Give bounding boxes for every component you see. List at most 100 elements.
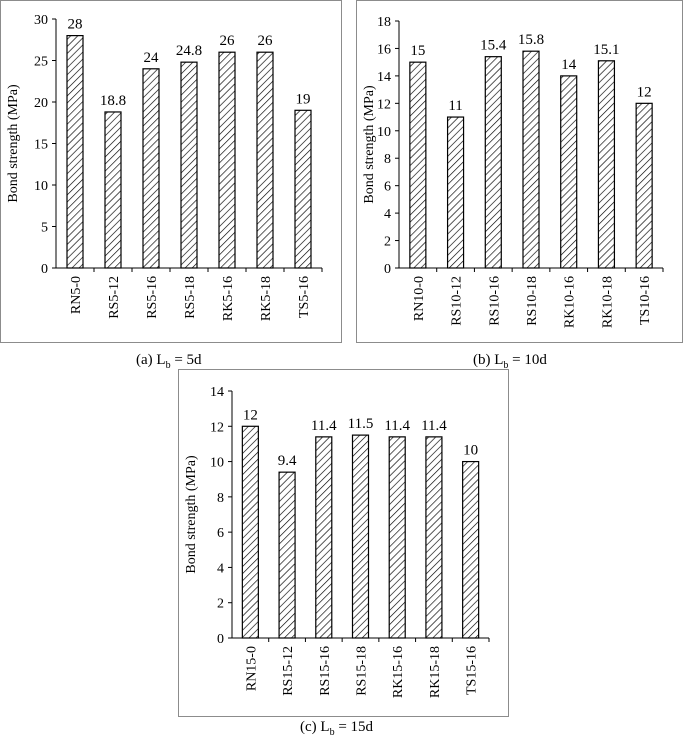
y-axis-label: Bond strength (MPa) — [184, 455, 199, 574]
bar-RS15-16 — [315, 436, 333, 639]
y-tick-label: 4 — [384, 207, 391, 222]
y-tick-label: 2 — [217, 597, 224, 612]
data-label-TS15-16: 10 — [463, 443, 478, 459]
category-label-RS10-12: RS10-12 — [450, 276, 465, 326]
y-tick-label: 12 — [377, 97, 391, 112]
data-label-RS15-18: 11.5 — [348, 416, 374, 432]
data-label-RN5-0: 28 — [68, 17, 83, 33]
category-label-TS15-16: TS15-16 — [465, 646, 480, 695]
data-label-RN15-0: 12 — [243, 407, 258, 423]
category-label-RS5-12: RS5-12 — [107, 276, 122, 319]
y-tick-label: 5 — [41, 221, 48, 236]
y-tick-label: 4 — [217, 561, 224, 576]
category-label-TS5-16: TS5-16 — [297, 276, 312, 318]
category-label-RK10-18: RK10-18 — [600, 276, 615, 328]
chart-frame — [0, 0, 342, 343]
bar-RK15-16 — [388, 436, 406, 639]
bar-RS5-18 — [180, 61, 198, 269]
y-tick-label: 0 — [217, 632, 224, 647]
bar-RS15-12 — [278, 471, 296, 639]
bar-RK10-16 — [560, 75, 578, 269]
category-label-RK10-16: RK10-16 — [563, 276, 578, 328]
data-label-RS10-12: 11 — [448, 98, 462, 114]
y-tick-label: 16 — [377, 42, 391, 57]
bar-RS5-12 — [104, 111, 122, 269]
bar-TS5-16 — [294, 109, 312, 269]
data-label-RN10-0: 15 — [410, 43, 425, 59]
category-label-TS10-16: TS10-16 — [638, 276, 653, 325]
caption-a: (a) Lb = 5d — [136, 352, 202, 371]
data-label-RS15-12: 9.4 — [278, 453, 297, 469]
data-label-RK5-16: 26 — [220, 33, 236, 49]
y-tick-label: 14 — [377, 70, 391, 85]
bar-TS15-16 — [462, 460, 480, 639]
chart-frame — [178, 369, 509, 717]
y-tick-label: 2 — [384, 235, 391, 250]
data-label-RK15-16: 11.4 — [384, 418, 410, 434]
y-tick-label: 8 — [384, 152, 391, 167]
category-label-RS15-12: RS15-12 — [281, 646, 296, 696]
y-tick-label: 8 — [217, 491, 224, 506]
chart-frame — [356, 0, 683, 343]
bar-RN5-0 — [66, 34, 84, 269]
category-label-RN15-0: RN15-0 — [244, 646, 259, 691]
y-tick-label: 15 — [34, 138, 48, 153]
bar-RN10-0 — [409, 61, 427, 269]
data-label-RK10-16: 14 — [561, 57, 577, 73]
y-tick-label: 10 — [377, 125, 391, 140]
y-tick-label: 10 — [34, 179, 48, 194]
y-tick-label: 6 — [217, 526, 224, 541]
y-tick-label: 6 — [384, 180, 391, 195]
bar-RK15-18 — [425, 436, 443, 639]
category-label-RK15-16: RK15-16 — [391, 646, 406, 698]
category-label-RK15-18: RK15-18 — [428, 646, 443, 698]
category-label-RS15-16: RS15-16 — [318, 646, 333, 696]
y-tick-label: 12 — [210, 420, 224, 435]
bar-TS10-16 — [635, 102, 653, 269]
data-label-RS5-16: 24 — [144, 50, 160, 66]
chart-c: 0 2 4 6 8 10 12 14 Bond strength (MPa) 12 RN15-0 9.… — [178, 369, 509, 717]
y-tick-label: 25 — [34, 55, 48, 70]
data-label-RS10-18: 15.8 — [518, 32, 544, 48]
data-label-RS10-16: 15.4 — [480, 38, 507, 54]
data-label-RK15-18: 11.4 — [421, 418, 447, 434]
bar-RS10-18 — [522, 50, 540, 269]
y-tick-label: 10 — [210, 456, 224, 471]
y-tick-label: 20 — [34, 96, 48, 111]
data-label-RK10-18: 15.1 — [593, 42, 619, 58]
data-label-RS5-18: 24.8 — [176, 43, 202, 59]
data-label-RK5-18: 26 — [258, 33, 274, 49]
bar-RS15-18 — [351, 434, 370, 639]
data-label-RS15-16: 11.4 — [311, 418, 337, 434]
bar-RK5-18 — [256, 51, 274, 269]
category-label-RS5-16: RS5-16 — [145, 276, 160, 319]
chart-panel-c: 0 2 4 6 8 10 12 14 Bond strength (MPa) 12 RN15-0 9.… — [178, 369, 509, 717]
chart-b: 0 2 4 6 8 10 12 14 16 18 Bond strength (MPa) 15 RN10… — [356, 0, 683, 343]
bar-RS10-16 — [484, 56, 502, 269]
category-label-RK5-18: RK5-18 — [259, 276, 274, 321]
data-label-TS5-16: 19 — [296, 91, 311, 107]
category-label-RN10-0: RN10-0 — [412, 276, 427, 321]
caption-c: (c) Lb = 15d — [300, 719, 374, 738]
y-tick-label: 30 — [34, 13, 48, 28]
caption-b: (b) Lb = 10d — [473, 352, 547, 371]
chart-panel-b: 0 2 4 6 8 10 12 14 16 18 Bond strength (MPa) 15 RN10… — [356, 0, 683, 343]
data-label-TS10-16: 12 — [637, 84, 652, 100]
bar-RN15-0 — [241, 425, 259, 639]
y-tick-label: 18 — [377, 15, 391, 30]
category-label-RS5-18: RS5-18 — [183, 276, 198, 319]
y-tick-label: 0 — [384, 262, 391, 277]
chart-panel-a: 0 5 10 15 20 25 30 Bond strength (MPa) 28 RN5-0 18… — [0, 0, 342, 343]
bar-RS10-12 — [446, 116, 465, 269]
bar-RK5-16 — [218, 51, 236, 269]
bar-RK10-18 — [597, 60, 616, 269]
category-label-RS10-18: RS10-18 — [525, 276, 540, 326]
y-axis-label: Bond strength (MPa) — [362, 85, 377, 204]
bar-RS5-16 — [142, 68, 160, 269]
category-label-RS15-18: RS15-18 — [355, 646, 370, 696]
chart-a: 0 5 10 15 20 25 30 Bond strength (MPa) 28 RN5-0 18… — [0, 0, 342, 343]
y-tick-label: 0 — [41, 262, 48, 277]
category-label-RS10-16: RS10-16 — [487, 276, 502, 326]
category-label-RN5-0: RN5-0 — [69, 276, 84, 314]
y-tick-label: 14 — [210, 385, 224, 400]
